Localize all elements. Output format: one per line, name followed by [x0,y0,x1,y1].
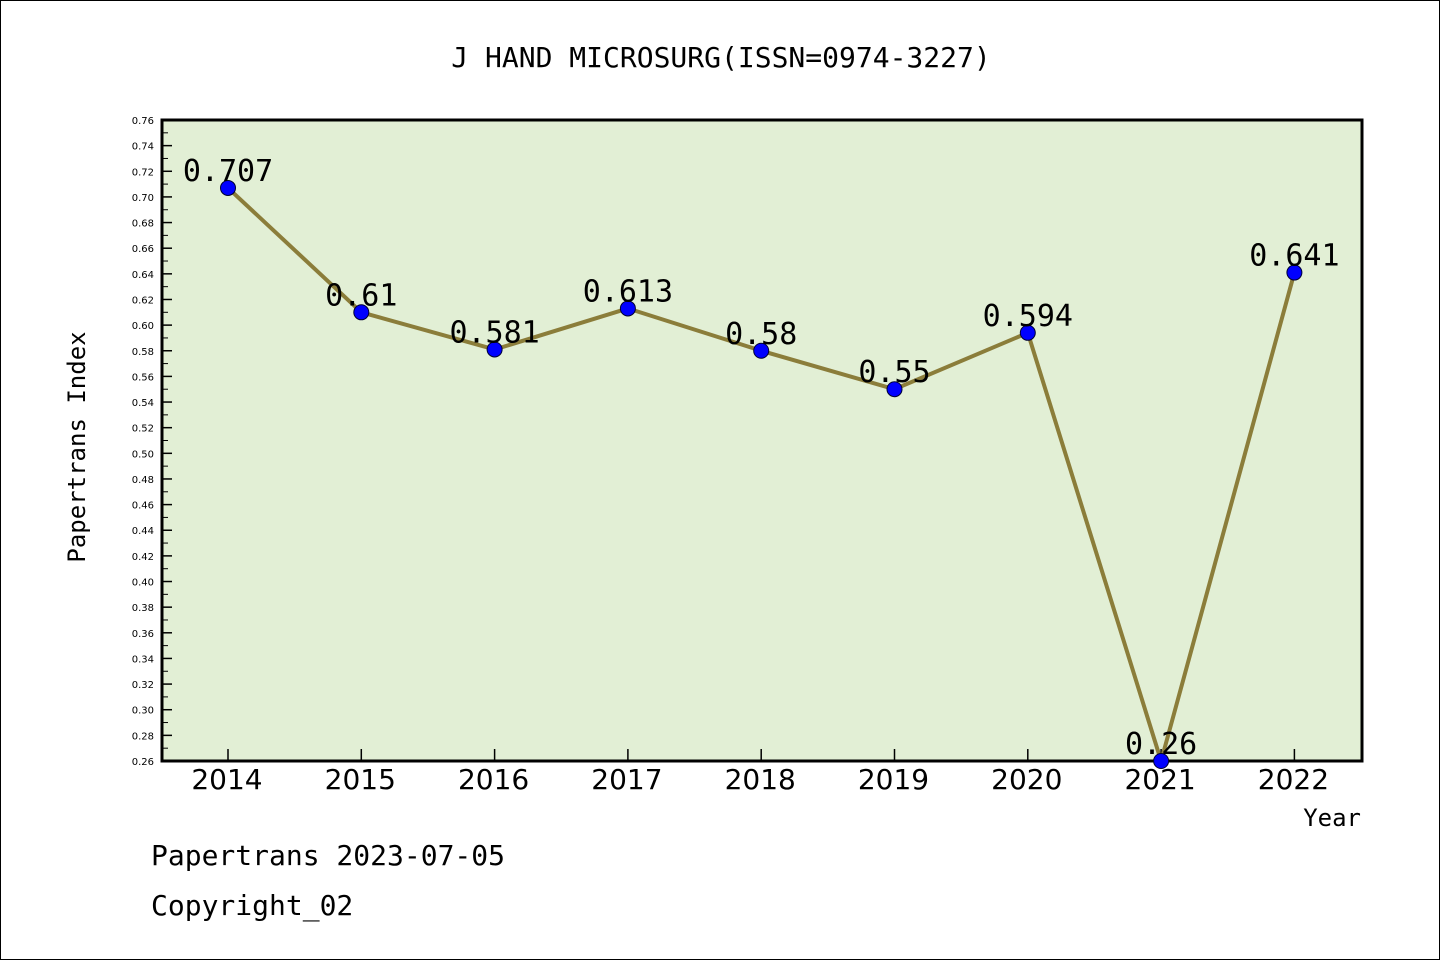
y-tick-label: 0.44 [132,526,154,537]
y-tick-label: 0.76 [132,116,154,127]
data-point [486,341,503,358]
y-tick-label: 0.54 [132,398,154,409]
y-tick-label: 0.74 [132,142,154,153]
data-point [220,179,236,196]
x-axis: 2014 2015 2016 2017 2018 2019 2020 2021 2022 [191,749,1329,796]
chart-title: J HAND MICROSURG(ISSN=0974-3227) [451,41,990,74]
x-tick-label: 2016 [458,763,529,796]
y-tick-label: 0.32 [132,680,154,691]
data-label: 0.707 [183,154,273,189]
x-tick-label: 2022 [1258,763,1329,796]
x-tick-label: 2020 [991,763,1062,796]
y-tick-label: 0.60 [132,321,154,332]
y-tick-label: 0.72 [132,167,154,178]
y-tick-label: 0.36 [132,629,154,640]
x-axis-label: Year [1303,804,1361,832]
x-tick-label: 2017 [591,763,662,796]
y-tick-label: 0.52 [132,424,154,435]
y-axis-label: Papertrans Index [63,331,91,562]
plot-area [160,118,1364,763]
y-tick-label: 0.38 [132,603,154,614]
data-point [753,342,770,359]
y-tick-label: 0.28 [132,731,154,742]
data-label: 0.613 [583,274,673,309]
data-point [886,381,903,398]
data-point [1286,264,1303,281]
x-tick-label: 2015 [325,763,396,796]
data-label: 0.26 [1125,727,1197,762]
y-tick-label: 0.68 [132,219,154,230]
data-label: 0.594 [983,299,1073,334]
y-tick-label: 0.62 [132,295,154,306]
data-label: 0.61 [325,278,397,313]
marker-group [220,179,1303,769]
data-point [1153,753,1170,769]
y-tick-label: 0.70 [132,193,154,204]
y-tick-label: 0.48 [132,475,154,486]
x-tick-label: 2014 [191,763,262,796]
y-tick-label: 0.50 [132,449,154,460]
y-tick-label: 0.42 [132,552,154,563]
y-tick-label: 0.26 [132,757,154,768]
data-label: 0.58 [725,317,797,352]
y-tick-label: 0.40 [132,578,154,589]
data-label: 0.581 [449,315,539,350]
data-point [353,304,370,321]
x-tick-label: 2018 [725,763,796,796]
y-tick-label: 0.64 [132,270,154,281]
data-point [619,300,636,317]
y-axis: 0.26 0.28 0.30 0.32 0.34 0.36 0.38 0.40 0.42 0.44… [132,116,172,768]
y-tick-label: 0.46 [132,501,154,512]
data-point [1019,324,1036,341]
data-label: 0.55 [858,355,930,390]
y-tick-label: 0.66 [132,244,154,255]
y-tick-label: 0.56 [132,372,154,383]
data-label: 0.641 [1249,239,1339,274]
footer-copyright-line: Copyright_02 [151,889,353,923]
y-tick-label: 0.30 [132,706,154,717]
x-tick-label: 2019 [858,763,929,796]
y-tick-label: 0.34 [132,654,154,665]
label-group: 0.707 0.61 0.581 0.613 0.58 0.55 0.594 0.26 0.64… [183,154,1340,762]
y-tick-label: 0.58 [132,347,154,358]
footer-date-line: Papertrans 2023-07-05 [151,839,505,872]
